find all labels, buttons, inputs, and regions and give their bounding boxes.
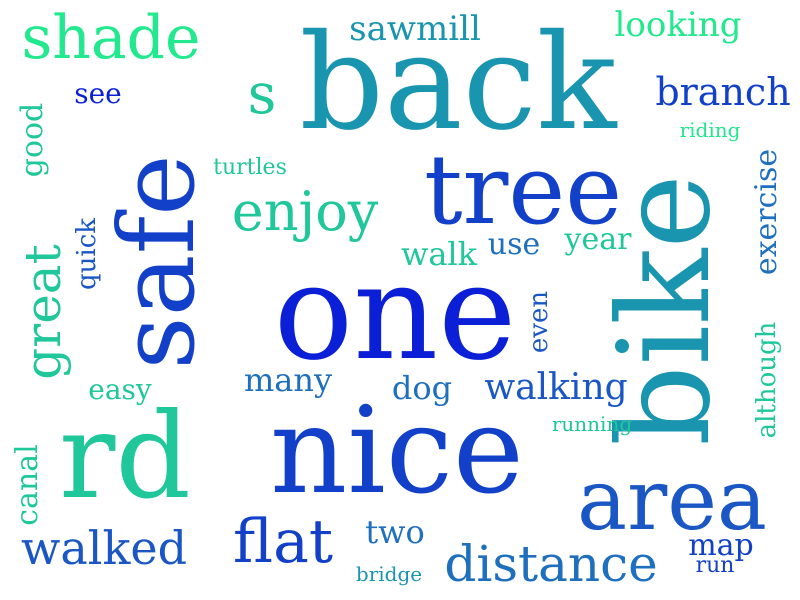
word-many: many [243, 361, 333, 399]
word-nice: nice [270, 382, 524, 521]
word-walk: walk [400, 235, 478, 273]
word-one: one [273, 236, 517, 390]
word-flat: flat [233, 507, 333, 577]
word-exercise: exercise [749, 148, 784, 276]
word-bridge: bridge [355, 562, 423, 586]
word-back: back [299, 6, 617, 160]
word-easy: easy [88, 373, 152, 406]
word-area: area [576, 451, 768, 549]
word-tree: tree [423, 134, 623, 246]
word-good: good [15, 102, 50, 178]
word-rd: rd [59, 387, 191, 525]
word-use: use [487, 227, 541, 262]
word-map: map [688, 528, 754, 563]
word-run: run [695, 553, 735, 578]
word-two: two [365, 513, 425, 551]
word-s: s [247, 62, 277, 127]
word-great: great [14, 244, 72, 380]
word-walking: walking [484, 367, 628, 408]
word-year: year [564, 222, 632, 257]
word-riding: riding [679, 118, 741, 142]
word-sawmill: sawmill [349, 9, 481, 49]
word-canal: canal [10, 444, 45, 526]
word-safe: safe [96, 154, 218, 370]
word-walked: walked [20, 521, 188, 575]
word-shade: shade [21, 3, 201, 73]
word-although: although [752, 321, 782, 439]
word-dog: dog [391, 369, 453, 407]
word-even: even [524, 290, 554, 354]
word-see: see [74, 77, 122, 110]
word-looking: looking [614, 5, 742, 45]
word-running: running [551, 412, 633, 436]
word-quick: quick [72, 217, 102, 291]
word-turtles: turtles [213, 155, 287, 180]
word-branch: branch [655, 70, 791, 114]
word-distance: distance [444, 535, 658, 593]
word-enjoy: enjoy [231, 180, 379, 243]
